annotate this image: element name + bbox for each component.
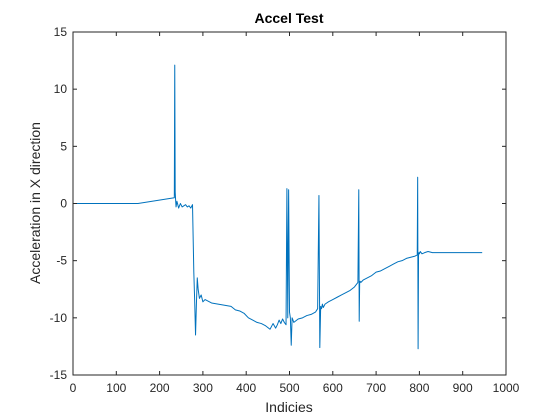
x-tick-label: 0 [70,381,77,395]
chart-title: Accel Test [255,10,324,26]
series-layer [73,64,483,350]
x-axis-label: Indicies [265,399,312,415]
x-tick-label: 600 [323,381,343,395]
x-tick-label: 400 [236,381,256,395]
plot-area [73,32,506,375]
ticks-layer: 0 100 200 300 400 500 600 700 800 900 1000-15-10-5… [50,25,520,395]
x-tick-label: 1000 [493,381,520,395]
x-tick-label: 700 [366,381,386,395]
series-line-0 [73,64,483,350]
axes-background [73,32,506,375]
y-tick-label: -15 [50,368,68,382]
y-tick-label: -10 [50,311,68,325]
y-axis-label: Acceleration in X direction [27,122,43,284]
y-tick-label: 0 [60,197,67,211]
x-tick-label: 800 [409,381,429,395]
x-tick-label: 300 [193,381,213,395]
x-tick-label: 500 [279,381,299,395]
x-tick-label: 200 [150,381,170,395]
x-tick-label: 900 [453,381,473,395]
y-tick-label: 15 [54,25,68,39]
y-tick-label: 5 [60,139,67,153]
y-tick-label: -5 [56,254,67,268]
x-tick-label: 100 [106,381,126,395]
y-tick-label: 10 [54,82,68,96]
